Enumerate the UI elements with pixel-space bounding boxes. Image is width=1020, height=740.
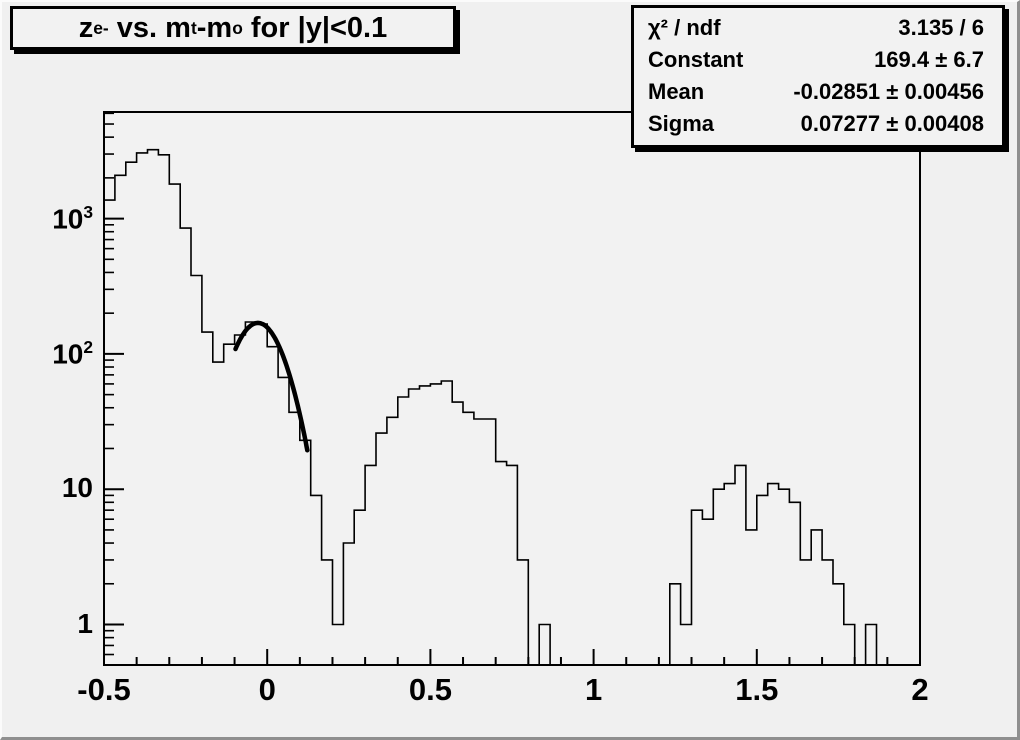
stats-row: Mean -0.02851 ± 0.00456	[648, 76, 984, 107]
stats-label: Mean	[648, 78, 705, 104]
title-text: for |y|<0.1	[242, 11, 388, 44]
stats-value: -0.02851 ± 0.00456	[793, 78, 984, 104]
stats-box[interactable]: χ² / ndf 3.135 / 6 Constant 169.4 ± 6.7 Mean…	[631, 5, 1005, 148]
stats-row: Constant 169.4 ± 6.7	[648, 44, 984, 75]
title-subscript: t	[190, 17, 197, 38]
y-axis-tick-label: 1	[77, 607, 93, 639]
stats-value: 0.07277 ± 0.00408	[800, 110, 984, 136]
title-text: -m	[196, 11, 233, 44]
title-box[interactable]: z e- vs. m t -m o for |y|<0.1	[10, 6, 456, 50]
x-axis-tick-label: 1.5	[735, 672, 779, 707]
stats-row: χ² / ndf 3.135 / 6	[648, 12, 984, 43]
x-axis-tick-label: 0	[258, 672, 276, 707]
title-text: vs. m	[108, 11, 191, 44]
stats-value: 3.135 / 6	[898, 15, 984, 41]
title-subscript: o	[232, 17, 243, 38]
y-axis-tick-label: 10	[61, 472, 93, 504]
plot-frame-fill	[104, 112, 920, 665]
x-axis-tick-label: 0.5	[408, 672, 452, 707]
stats-value: 169.4 ± 6.7	[874, 47, 984, 73]
y-axis-tick-label: 103	[52, 201, 93, 234]
y-axis-tick-label: 102	[52, 336, 93, 370]
plot-frame-border	[103, 111, 921, 666]
stats-label: Sigma	[648, 110, 715, 136]
stats-row: Sigma 0.07277 ± 0.00408	[648, 108, 984, 139]
stats-label: χ² / ndf	[648, 15, 721, 41]
histogram-line	[103, 148, 920, 666]
fit-curve	[233, 320, 310, 453]
title-subscript: e-	[93, 17, 109, 38]
x-axis-tick-label: 2	[911, 672, 929, 707]
title-text: z	[78, 11, 94, 44]
x-axis-tick-label: 1	[584, 672, 603, 707]
stats-label: Constant	[648, 47, 744, 73]
x-axis-tick-label: -0.5	[77, 672, 131, 707]
